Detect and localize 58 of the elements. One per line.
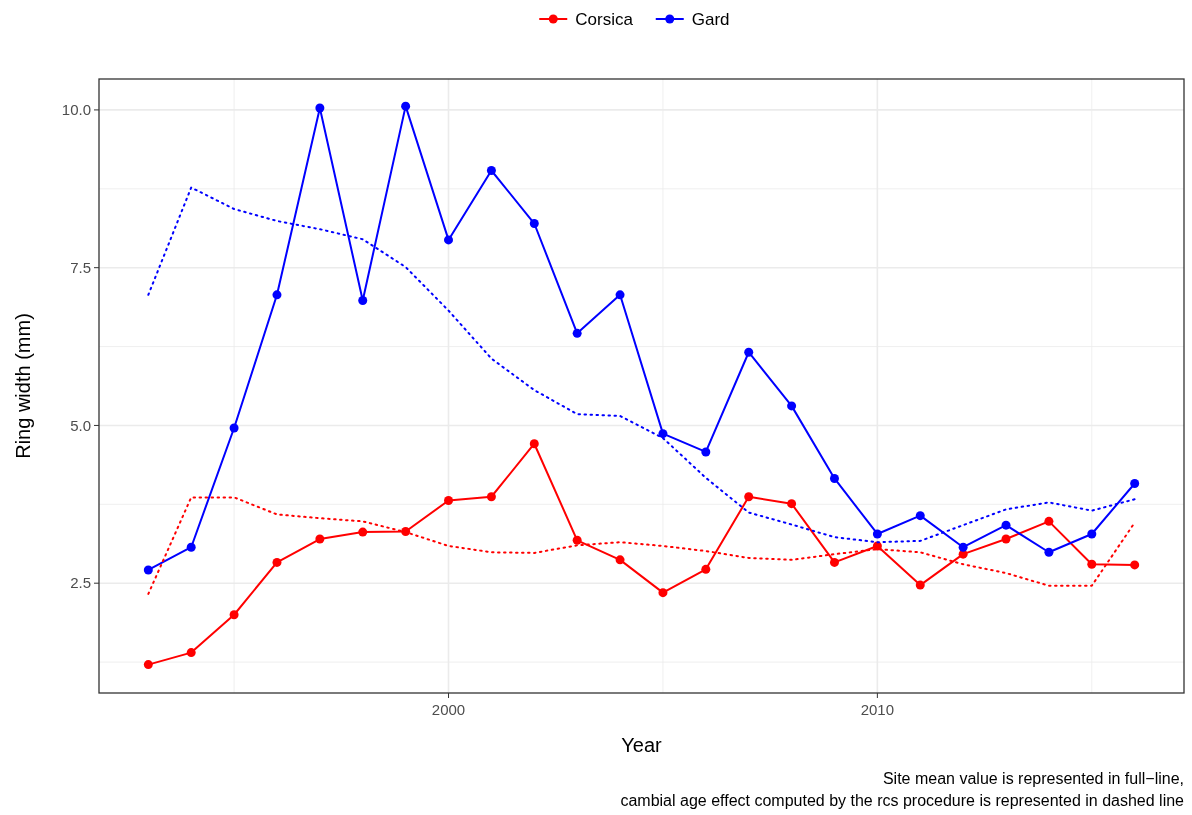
point bbox=[272, 557, 282, 567]
point bbox=[358, 295, 368, 305]
point bbox=[358, 527, 368, 537]
point bbox=[229, 423, 239, 433]
y-axis-title: Ring width (mm) bbox=[12, 313, 34, 459]
y-tick-label: 7.5 bbox=[70, 258, 91, 276]
point bbox=[401, 526, 411, 536]
point bbox=[315, 103, 325, 113]
y-tick-label: 10.0 bbox=[61, 101, 91, 119]
point bbox=[701, 447, 711, 457]
point bbox=[744, 347, 754, 357]
point bbox=[787, 401, 797, 411]
point bbox=[872, 529, 882, 539]
point bbox=[787, 499, 797, 509]
point bbox=[615, 555, 625, 565]
x-axis-title: Year bbox=[621, 734, 663, 756]
point bbox=[615, 290, 625, 300]
point bbox=[143, 565, 153, 575]
y-tick-label: 2.5 bbox=[70, 574, 91, 592]
point bbox=[1087, 559, 1097, 569]
legend-label: Corsica bbox=[575, 9, 634, 29]
text: cambial age effect computed by the rcs procedure is represented in dashed line bbox=[620, 792, 1185, 809]
point bbox=[1087, 529, 1097, 539]
point bbox=[143, 660, 153, 670]
point bbox=[486, 492, 496, 502]
point bbox=[1044, 516, 1054, 526]
point bbox=[529, 219, 539, 229]
point bbox=[915, 580, 925, 590]
point bbox=[186, 648, 196, 658]
y-tick-label: 5.0 bbox=[70, 416, 91, 434]
point bbox=[1001, 534, 1011, 544]
point bbox=[958, 542, 968, 552]
point bbox=[315, 534, 325, 544]
point bbox=[744, 492, 754, 502]
point bbox=[444, 496, 454, 506]
point bbox=[1001, 520, 1011, 530]
point bbox=[186, 542, 196, 552]
point bbox=[829, 473, 839, 483]
point bbox=[486, 166, 496, 175]
point bbox=[401, 101, 411, 111]
point bbox=[658, 588, 668, 598]
text: Site mean value is represented in full−line, bbox=[882, 770, 1184, 787]
point bbox=[229, 610, 239, 620]
point bbox=[658, 429, 668, 439]
point bbox=[701, 564, 711, 574]
point bbox=[272, 290, 282, 300]
point bbox=[1130, 560, 1140, 570]
x-tick-label: 2000 bbox=[431, 701, 466, 718]
point bbox=[1044, 547, 1054, 557]
point bbox=[829, 557, 839, 567]
point bbox=[1130, 479, 1140, 488]
legend-label: Gard bbox=[691, 9, 730, 29]
point bbox=[572, 535, 582, 545]
point bbox=[529, 439, 539, 449]
x-tick-label: 2010 bbox=[860, 701, 895, 718]
point bbox=[915, 511, 925, 521]
point bbox=[444, 235, 454, 245]
point bbox=[572, 328, 582, 338]
